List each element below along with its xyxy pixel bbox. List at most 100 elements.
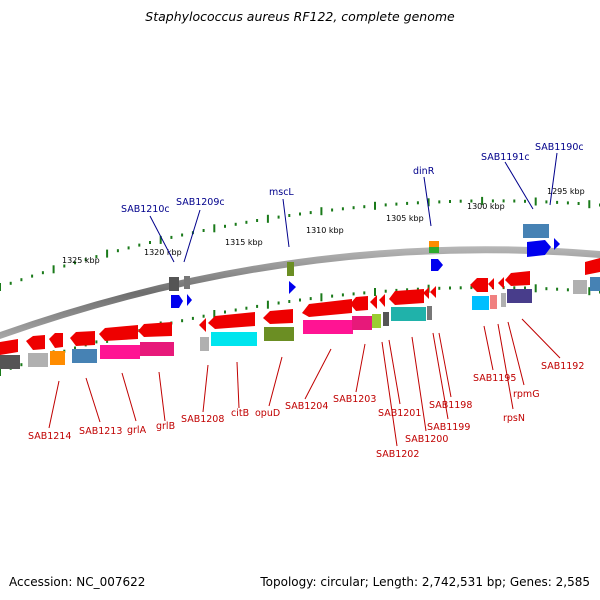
label-sab1200[interactable]: SAB1200 — [405, 434, 448, 445]
box-sab1208[interactable] — [200, 337, 209, 351]
label-sab1199[interactable]: SAB1199 — [427, 422, 470, 433]
gene-sab1191c-arrow[interactable] — [527, 240, 551, 257]
gene-sab1214[interactable] — [0, 339, 18, 355]
box-rpmg[interactable] — [501, 293, 506, 307]
gene-sab1195[interactable] — [470, 278, 488, 292]
scale-tick — [416, 287, 419, 291]
scale-tick — [95, 340, 98, 344]
box-sab1203[interactable] — [352, 316, 372, 330]
gene-grlb-b[interactable] — [138, 322, 172, 337]
box-grlb-a[interactable] — [100, 345, 140, 359]
gene-sab1201[interactable] — [379, 294, 385, 307]
label-sab1198[interactable]: SAB1198 — [429, 400, 472, 411]
gene-mscl-arrow[interactable] — [289, 281, 296, 294]
box-citb[interactable] — [211, 332, 257, 346]
gene-opud[interactable] — [263, 309, 293, 324]
label-sab1209c[interactable]: SAB1209c — [176, 197, 225, 208]
gene-sab1208[interactable] — [199, 318, 206, 332]
scale-tick — [52, 265, 55, 274]
label-sab1192[interactable]: SAB1192 — [541, 361, 584, 372]
label-grla[interactable]: grlA — [127, 425, 147, 436]
gene-sab1200[interactable] — [389, 289, 424, 305]
box-sab1202[interactable] — [372, 314, 381, 328]
label-sab1201[interactable]: SAB1201 — [378, 408, 421, 419]
label-sab1195[interactable]: SAB1195 — [473, 373, 516, 384]
scale-tick — [20, 363, 23, 367]
gene-mscl[interactable] — [287, 262, 294, 276]
scale-tick — [341, 207, 344, 211]
label-rpmg[interactable]: rpmG — [513, 389, 540, 400]
scale-tick — [502, 199, 505, 203]
label-sab1191c[interactable]: SAB1191c — [481, 152, 530, 163]
gene-sab1213-b[interactable] — [49, 333, 63, 348]
gene-rpsn[interactable] — [488, 278, 494, 290]
gene-right-gray[interactable] — [573, 280, 587, 294]
gene-dinr-orange[interactable] — [429, 241, 439, 247]
gene-citb[interactable] — [208, 312, 255, 329]
gene-sab1210c[interactable] — [169, 277, 179, 291]
gene-sab1210c-arrow[interactable] — [171, 295, 183, 308]
scale-tick — [106, 249, 109, 258]
box-rpsn[interactable] — [490, 295, 497, 309]
label-opud[interactable]: opuD — [255, 408, 280, 419]
gene-sab1190c-arrow[interactable] — [554, 238, 560, 250]
gene-right-steel[interactable] — [590, 277, 600, 291]
gene-sab1199[interactable] — [423, 287, 429, 299]
label-rpsn[interactable]: rpsN — [503, 413, 525, 424]
gene-sab1213-a[interactable] — [26, 335, 45, 350]
box-sab1214[interactable] — [0, 355, 20, 369]
gene-sab1209c-arrow[interactable] — [187, 294, 192, 306]
box-sab1201[interactable] — [383, 312, 389, 326]
label-citb[interactable]: citB — [231, 408, 249, 419]
gene-grlb-a[interactable] — [99, 325, 138, 341]
scale-tick — [566, 201, 569, 205]
scale-tick — [234, 308, 237, 312]
box-sab1204[interactable] — [303, 320, 353, 334]
box-sab1192[interactable] — [507, 289, 532, 303]
scale-tick — [31, 274, 34, 278]
label-sab1208[interactable]: SAB1208 — [181, 414, 224, 425]
label-sab1213[interactable]: SAB1213 — [79, 426, 122, 437]
scale-tick — [266, 214, 269, 223]
gene-rpmg[interactable] — [498, 277, 504, 289]
scale-tick — [491, 199, 494, 203]
gene-sab1203[interactable] — [350, 296, 368, 311]
label-sab1214[interactable]: SAB1214 — [28, 431, 71, 442]
label-grlb[interactable]: grlB — [156, 421, 175, 432]
label-dinr[interactable]: dinR — [413, 166, 435, 177]
label-mscl[interactable]: mscL — [269, 187, 294, 198]
gene-sab1202[interactable] — [370, 295, 377, 309]
gene-dinr-green[interactable] — [429, 247, 439, 253]
scale-label-1325: 1325 kbp — [62, 256, 100, 265]
scale-tick — [459, 199, 462, 203]
box-sab1198[interactable] — [427, 306, 432, 320]
scale-tick — [213, 310, 216, 318]
box-sab1213-orange[interactable] — [50, 351, 65, 365]
scale-labels: 1325 kbp 1320 kbp 1315 kbp 1310 kbp 1305… — [62, 187, 585, 265]
gene-sab1204[interactable] — [302, 299, 352, 317]
box-sab1213-gray[interactable] — [28, 353, 48, 367]
box-grlb-b[interactable] — [140, 342, 174, 356]
gene-dinr-arrow[interactable] — [431, 259, 443, 271]
label-sab1204[interactable]: SAB1204 — [285, 401, 328, 412]
forward-strand-features[interactable] — [169, 224, 600, 308]
label-sab1210c[interactable]: SAB1210c — [121, 204, 170, 215]
scale-tick — [266, 300, 269, 309]
label-sab1202[interactable]: SAB1202 — [376, 449, 419, 460]
gene-grla[interactable] — [70, 331, 95, 346]
box-sab1200[interactable] — [391, 307, 426, 321]
scale-tick — [288, 214, 291, 217]
gene-sab1192[interactable] — [505, 271, 530, 286]
box-opud[interactable] — [264, 327, 294, 341]
label-sab1190c[interactable]: SAB1190c — [535, 142, 584, 153]
gene-sab1191c[interactable] — [523, 224, 549, 238]
box-sab1195[interactable] — [472, 296, 489, 310]
label-sab1203[interactable]: SAB1203 — [333, 394, 376, 405]
gene-right-red[interactable] — [585, 258, 600, 275]
scale-tick — [245, 306, 248, 310]
box-grla[interactable] — [72, 349, 97, 363]
reverse-strand-features[interactable] — [0, 271, 532, 369]
gene-sab1198[interactable] — [430, 286, 436, 298]
gene-sab1209c[interactable] — [184, 276, 190, 289]
